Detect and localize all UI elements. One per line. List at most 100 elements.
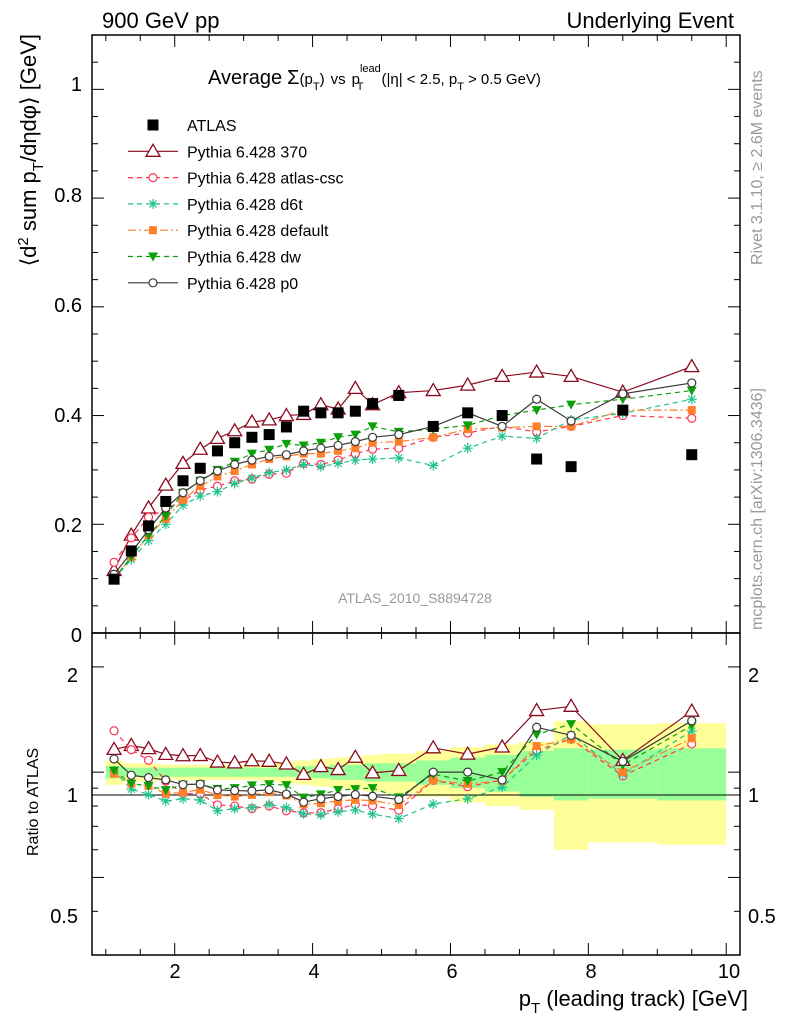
- point-default: [230, 466, 239, 475]
- ratio-point-dw: [497, 768, 508, 778]
- legend-label: Pythia 6.428 dw: [187, 250, 301, 267]
- ratio-point-dw: [109, 766, 120, 776]
- band-stat-uncertainty: [174, 767, 192, 777]
- x-axis-label: pT (leading track) [GeV]: [519, 986, 748, 1017]
- ratio-point-dw: [566, 720, 577, 730]
- ratio-point-default: [394, 801, 403, 810]
- band-stat-uncertainty: [140, 767, 158, 777]
- point-d6t: [333, 458, 344, 469]
- ratio-point-dw: [531, 730, 542, 740]
- point-p370: [459, 376, 476, 391]
- star-stroke: [351, 806, 360, 814]
- ratio-y-tick-label-right: 1: [748, 785, 759, 807]
- star-stroke: [248, 803, 256, 812]
- ratio-y-tick-label-right: 0.5: [748, 906, 776, 928]
- band-stat-uncertainty: [191, 767, 210, 777]
- star-stroke: [351, 456, 360, 465]
- ratio-point-dw: [333, 786, 344, 796]
- band-stat-uncertainty: [657, 748, 727, 801]
- ratio-point-p0: [333, 791, 343, 802]
- legend-marker: [148, 252, 158, 262]
- star-stroke: [429, 461, 438, 470]
- point-default: [394, 437, 403, 446]
- ratio-point-dw: [126, 779, 137, 789]
- point-p0: [281, 450, 291, 460]
- point-d6t: [264, 467, 275, 478]
- band-stat-uncertainty: [278, 767, 296, 777]
- main-y-tick-labels: 1 0.8 0.6 0.4 0.2 0: [54, 74, 82, 647]
- star-stroke: [368, 455, 377, 463]
- point-p370: [347, 380, 364, 395]
- ratio-y-tick-labels: 2 1 0.5 2 1 0.5: [50, 665, 776, 928]
- point-p370: [157, 476, 174, 491]
- ratio-point-p0: [350, 789, 360, 800]
- point-p0: [212, 466, 223, 476]
- point-default: [368, 438, 377, 447]
- point-p370: [192, 440, 209, 455]
- star-stroke: [265, 468, 274, 477]
- legend-label: Pythia 6.428 370: [187, 144, 307, 161]
- main-series-group: [105, 358, 700, 585]
- series-line-dw: [113, 389, 692, 580]
- header-left: 900 GeV pp: [102, 8, 219, 33]
- star-stroke: [532, 751, 541, 760]
- legend-label: Pythia 6.428 d6t: [187, 197, 303, 214]
- ratio-point-d6t: [393, 813, 404, 824]
- ratio-point-p370: [528, 702, 545, 717]
- ratio-point-p0: [299, 797, 309, 807]
- point-ATLAS: [462, 407, 474, 419]
- ratio-point-default: [351, 795, 360, 804]
- point-p370: [226, 422, 243, 437]
- legend-marker: [148, 198, 158, 209]
- main-y-tick-label: 1: [71, 74, 82, 96]
- ratio-y-tick-label-right: 2: [748, 665, 759, 687]
- ratio-point-p370: [347, 748, 364, 763]
- point-ATLAS: [315, 407, 327, 419]
- ratio-point-p0: [264, 785, 274, 795]
- legend-marker: [147, 119, 159, 131]
- star-stroke: [144, 790, 153, 799]
- ratio-point-d6t: [281, 802, 292, 813]
- point-default: [429, 433, 438, 442]
- ratio-point-d6t: [246, 802, 257, 813]
- band-stat-uncertainty: [260, 767, 279, 777]
- band-stat-uncertainty: [157, 767, 175, 777]
- x-tick-label: 2: [169, 961, 180, 983]
- point-dw: [686, 386, 697, 396]
- axis-ticks: [92, 34, 740, 955]
- point-p0: [687, 378, 697, 388]
- point-p0: [299, 446, 309, 456]
- point-ATLAS: [108, 573, 120, 585]
- main-y-tick-label: 0.4: [54, 405, 82, 427]
- ratio-point-default: [230, 792, 239, 801]
- point-d6t: [298, 459, 309, 470]
- point-dw: [333, 433, 344, 443]
- star-stroke: [334, 807, 343, 816]
- band-stat-uncertainty: [553, 748, 589, 801]
- point-default: [213, 472, 222, 481]
- point-ATLAS: [531, 453, 543, 465]
- star-stroke: [196, 796, 205, 805]
- point-ATLAS: [263, 429, 275, 441]
- point-ATLAS: [367, 398, 379, 410]
- star-stroke: [687, 727, 696, 735]
- ratio-point-dw: [160, 786, 171, 796]
- point-ATLAS: [194, 462, 206, 474]
- legend-marker: [149, 226, 157, 235]
- legend-label: Pythia 6.428 default: [187, 223, 329, 240]
- ratio-point-d6t: [143, 789, 154, 800]
- ratio-point-p370: [390, 762, 407, 777]
- ratio-point-d6t: [298, 808, 309, 819]
- point-d6t: [246, 473, 257, 484]
- star-stroke: [687, 395, 696, 404]
- ratio-point-default: [213, 791, 222, 800]
- ratio-point-p370: [683, 702, 700, 717]
- point-p370: [425, 382, 442, 397]
- star-stroke: [316, 810, 325, 819]
- legend-item-d6t: Pythia 6.428 d6t: [128, 197, 303, 214]
- ratio-point-p370: [174, 747, 192, 762]
- ratio-point-p0: [566, 730, 576, 740]
- star-stroke: [394, 814, 403, 823]
- legend-marker: [144, 143, 162, 157]
